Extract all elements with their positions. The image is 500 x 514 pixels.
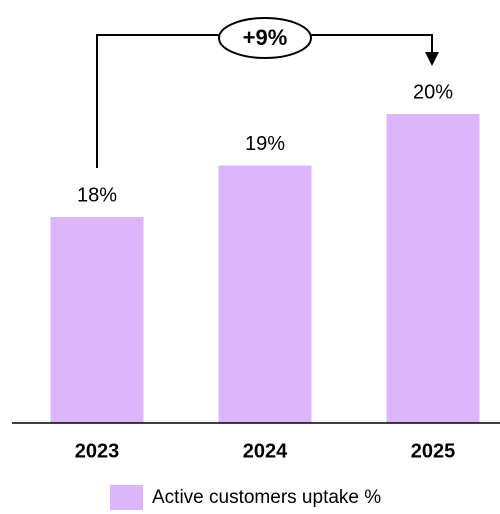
bar [218, 165, 312, 423]
legend-label: Active customers uptake % [152, 487, 381, 508]
x-tick-label: 2024 [243, 440, 288, 462]
bar [50, 217, 144, 423]
growth-label: +9% [243, 25, 288, 50]
x-tick-label: 2025 [411, 440, 456, 462]
legend-swatch [110, 485, 143, 510]
growth-arrowhead [425, 52, 439, 66]
value-label: 20% [413, 81, 453, 103]
x-tick-label: 2023 [75, 440, 120, 462]
bar [386, 114, 480, 423]
growth-badge [218, 17, 312, 59]
value-label: 18% [77, 184, 117, 206]
value-label: 19% [245, 133, 285, 155]
